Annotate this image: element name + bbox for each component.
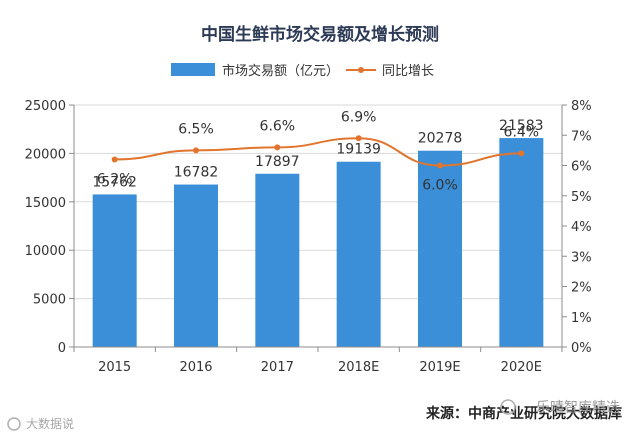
bar-value-label: 19139 <box>336 142 381 158</box>
watermark-left: 大数据说 <box>7 416 74 431</box>
bar-value-label: 17897 <box>255 154 300 170</box>
right-tick-label: 2% <box>571 281 592 296</box>
left-axis-ticks: 0 5000 10000 15000 20000 25000 <box>25 99 74 356</box>
right-tick-label: 0% <box>571 341 592 356</box>
bar-value-label: 20278 <box>418 131 463 147</box>
growth-point <box>355 135 362 142</box>
right-tick-label: 3% <box>571 250 592 265</box>
growth-line-path <box>114 137 522 167</box>
grid <box>74 104 562 300</box>
legend: 市场交易额（亿元） 同比增长 <box>171 63 434 79</box>
legend-line-label: 同比增长 <box>382 64 434 79</box>
category-label: 2015 <box>98 360 131 375</box>
growth-point <box>193 147 199 154</box>
growth-line <box>111 135 525 169</box>
category-label: 2017 <box>261 360 294 375</box>
growth-value-label: 6.6% <box>260 118 296 134</box>
bar <box>418 150 462 347</box>
right-tick-label: 5% <box>571 190 592 205</box>
watermark-left-text: 大数据说 <box>26 416 74 431</box>
category-labels: 2015 2016 2017 2018E 2019E 2020E <box>98 360 542 375</box>
legend-bar-label: 市场交易额（亿元） <box>222 63 339 79</box>
growth-value-labels: 6.2% 6.5% 6.6% 6.9% 6.0% 6.4% <box>97 109 539 193</box>
bar <box>174 184 218 347</box>
growth-point <box>518 150 525 157</box>
right-tick-label: 7% <box>571 129 592 144</box>
growth-value-label: 6.9% <box>341 109 377 125</box>
watermark-logo-icon <box>7 417 21 431</box>
bar <box>92 194 137 347</box>
left-tick-label: 5000 <box>33 293 66 308</box>
bar-value-label: 15762 <box>92 174 137 190</box>
right-axis-ticks: 0% 1% 2% 3% 4% 5% 6% 7% 8% <box>562 99 592 356</box>
bars <box>92 138 544 347</box>
source-note: 来源：中商产业研究院大数据库 <box>425 405 622 422</box>
bar <box>255 173 300 347</box>
watermark-right: 乐晴智库精选 <box>500 399 620 416</box>
right-tick-label: 1% <box>571 311 592 326</box>
left-tick-label: 25000 <box>25 99 66 114</box>
right-tick-label: 8% <box>571 99 592 114</box>
right-tick-label: 4% <box>571 220 592 235</box>
legend-bar-swatch <box>171 63 215 76</box>
category-label: 2019E <box>419 360 460 375</box>
left-tick-label: 10000 <box>25 244 66 259</box>
category-label: 2018E <box>338 360 379 375</box>
axes <box>73 105 563 352</box>
left-tick-label: 20000 <box>25 147 66 162</box>
growth-value-label: 6.0% <box>422 178 458 194</box>
growth-point <box>274 144 281 151</box>
bar-value-label: 16782 <box>174 165 219 181</box>
growth-point <box>437 162 443 169</box>
category-label: 2016 <box>179 360 212 375</box>
bar-value-label: 21583 <box>499 118 544 134</box>
watermark-right-icon <box>500 399 516 415</box>
bar-value-labels: 15762 16782 17897 19139 20278 21583 <box>92 118 543 190</box>
chart-title: 中国生鲜市场交易额及增长预测 <box>201 24 439 45</box>
bar <box>336 161 381 347</box>
legend-line-marker <box>358 67 364 73</box>
growth-value-label: 6.4% <box>504 124 540 140</box>
right-tick-label: 6% <box>571 160 592 175</box>
bar <box>499 138 544 347</box>
growth-value-label: 6.5% <box>178 121 214 137</box>
growth-point <box>111 156 118 163</box>
left-tick-label: 15000 <box>25 196 66 211</box>
left-tick-label: 0 <box>58 341 66 356</box>
growth-value-label: 6.2% <box>97 171 133 187</box>
category-label: 2020E <box>501 360 542 375</box>
watermark-right-text: 乐晴智库精选 <box>536 400 620 416</box>
